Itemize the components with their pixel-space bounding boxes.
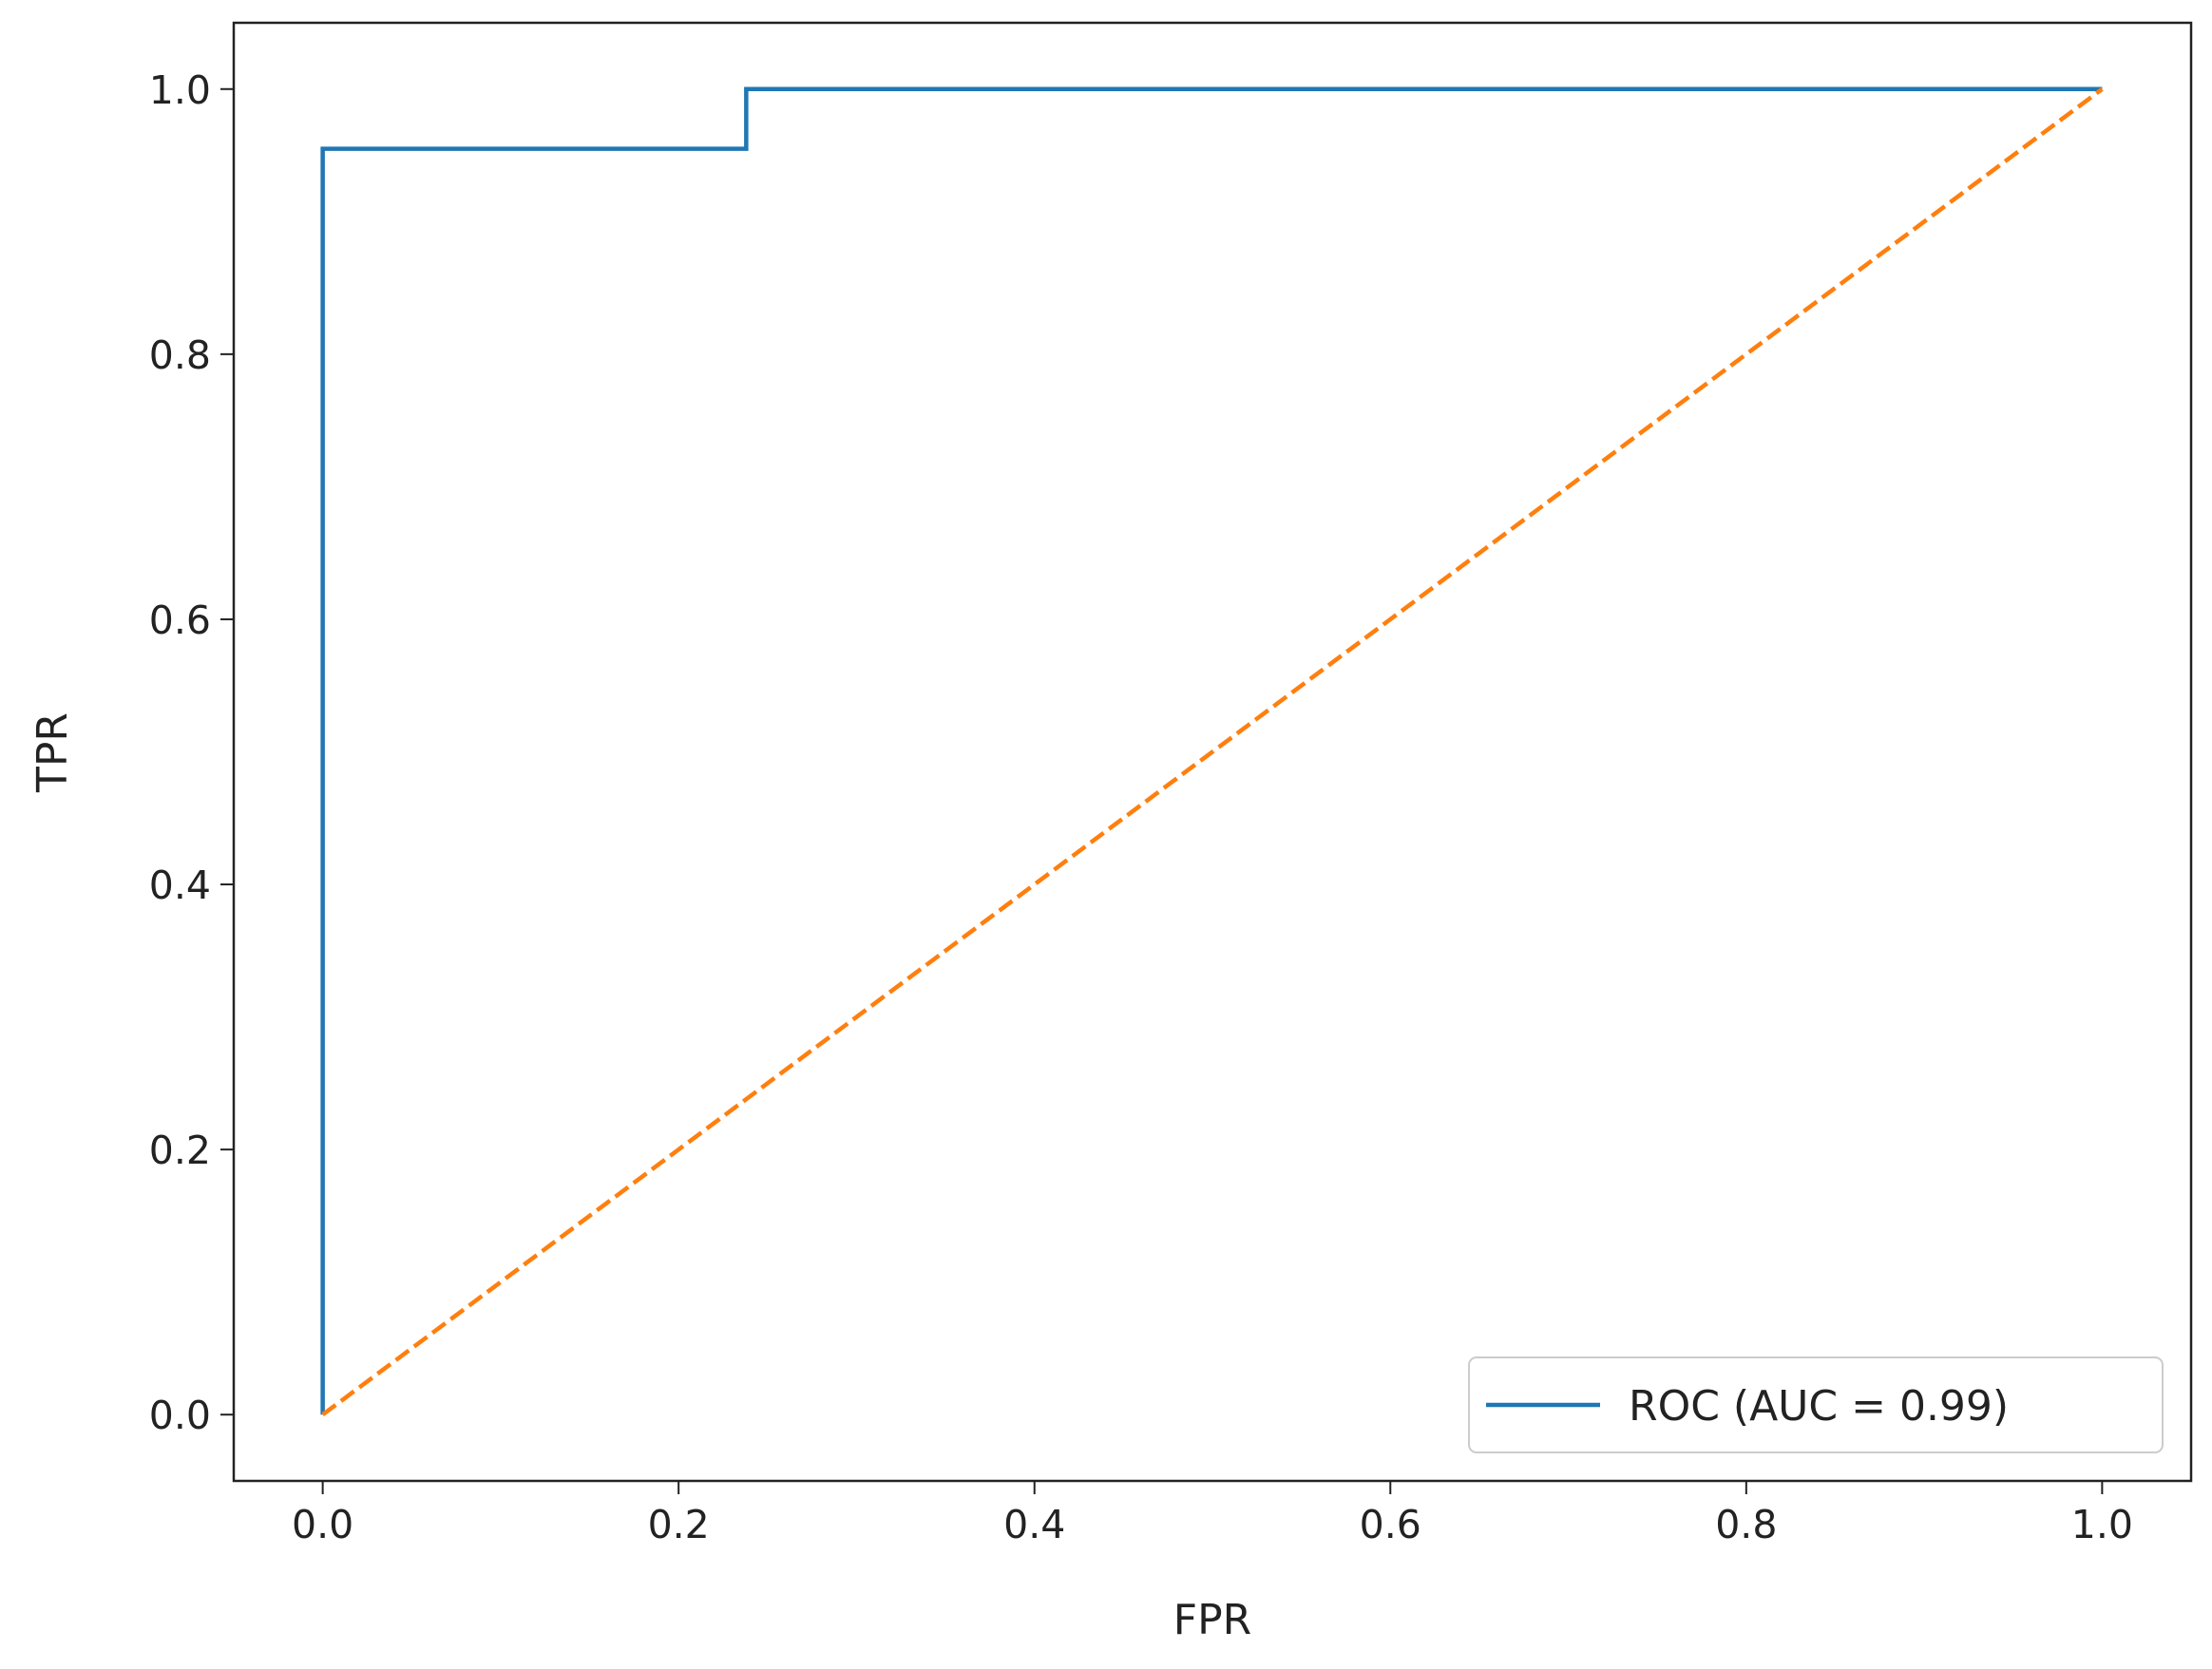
y-tick-label: 0.4	[149, 863, 211, 908]
y-tick-label: 0.0	[149, 1393, 211, 1438]
x-tick-label: 1.0	[2071, 1502, 2133, 1547]
legend-box	[1468, 1356, 2164, 1453]
y-axis-label: TPR	[29, 712, 77, 793]
x-tick-label: 0.8	[1715, 1502, 1777, 1547]
y-tick-label: 0.2	[149, 1128, 211, 1173]
y-tick-label: 0.6	[149, 597, 211, 643]
x-tick-label: 0.6	[1360, 1502, 1421, 1547]
x-tick-label: 0.2	[648, 1502, 710, 1547]
y-tick-label: 0.8	[149, 332, 211, 378]
line	[321, 86, 2104, 1417]
x-axis-label: FPR	[1173, 1596, 1251, 1644]
x-tick-label: 0.0	[292, 1502, 353, 1547]
legend-label: ROC (AUC = 0.99)	[1629, 1382, 2009, 1431]
y-tick-label: 1.0	[149, 67, 211, 113]
line	[320, 86, 2103, 1415]
plot-frame	[232, 21, 2193, 1483]
x-tick-label: 0.4	[1003, 1502, 1065, 1547]
